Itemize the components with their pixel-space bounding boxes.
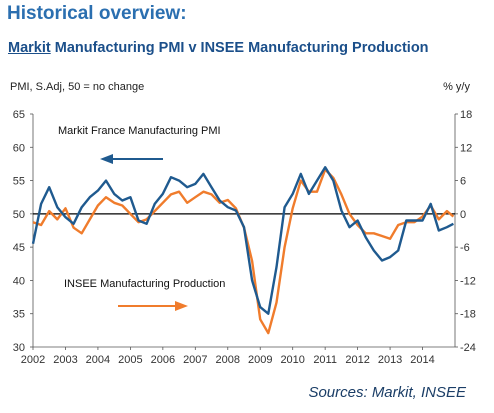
- x-tick-label: 2004: [86, 354, 110, 366]
- x-tick-label: 2003: [53, 354, 77, 366]
- left-axis-label: PMI, S.Adj, 50 = no change: [10, 81, 144, 93]
- left-tick-label: 60: [13, 142, 25, 154]
- production-series-line: [32, 168, 455, 335]
- right-axis-label: % y/y: [443, 81, 470, 93]
- left-tick-label: 50: [13, 209, 25, 221]
- left-tick-label: 40: [13, 275, 25, 287]
- right-tick-label: 0: [460, 209, 466, 221]
- left-tick-label: 35: [13, 309, 25, 321]
- left-tick-label: 30: [13, 342, 25, 354]
- left-tick-label: 65: [13, 109, 25, 121]
- x-tick-label: 2002: [21, 354, 45, 366]
- source-note: Sources: Markit, INSEE: [308, 384, 466, 401]
- production-annotation: INSEE Manufacturing Production: [64, 278, 225, 290]
- pmi-arrow-head: [100, 154, 113, 164]
- right-tick-label: 6: [460, 176, 466, 188]
- subtitle-brand: Markit: [8, 40, 51, 56]
- right-tick-label: -12: [460, 275, 476, 287]
- pmi-series-line: [31, 166, 454, 315]
- left-tick-label: 45: [13, 242, 25, 254]
- x-tick-label: 2010: [280, 354, 304, 366]
- x-tick-label: 2014: [410, 354, 434, 366]
- right-tick-label: 18: [460, 109, 472, 121]
- right-tick-label: -18: [460, 309, 476, 321]
- chart-subtitle: Markit Manufacturing PMI v INSEE Manufac…: [8, 40, 429, 56]
- x-tick-label: 2011: [313, 354, 337, 366]
- pmi-annotation: Markit France Manufacturing PMI: [58, 125, 221, 137]
- x-tick-label: 2005: [118, 354, 142, 366]
- x-tick-label: 2006: [151, 354, 175, 366]
- right-tick-label: -24: [460, 342, 476, 354]
- x-tick-label: 2009: [248, 354, 272, 366]
- subtitle-text: Manufacturing PMI v INSEE Manufacturing …: [50, 40, 429, 56]
- right-tick-label: 12: [460, 142, 472, 154]
- page-title: Historical overview:: [7, 3, 187, 24]
- x-tick-label: 2008: [216, 354, 240, 366]
- x-tick-label: 2013: [378, 354, 402, 366]
- production-arrow-head: [175, 301, 188, 311]
- left-tick-label: 55: [13, 176, 25, 188]
- right-tick-label: -6: [460, 242, 470, 254]
- x-tick-label: 2012: [345, 354, 369, 366]
- x-tick-label: 2007: [183, 354, 207, 366]
